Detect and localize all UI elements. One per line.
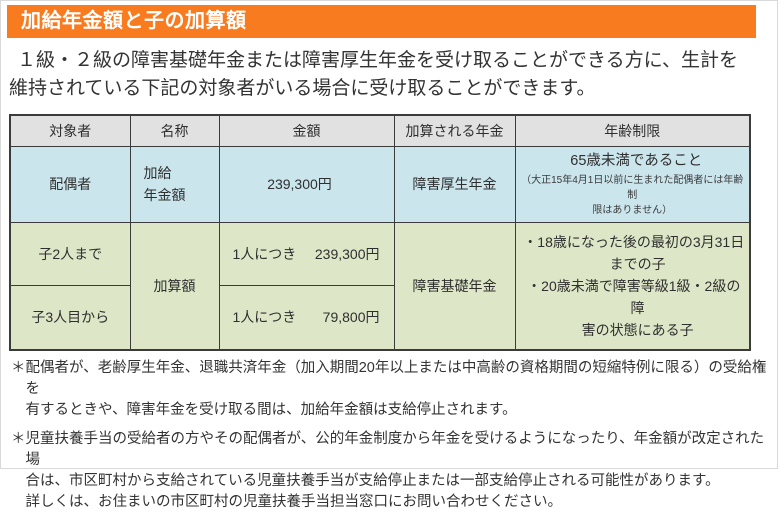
children-age-limit-bullet-1: ・18歳になった後の最初の3月31日 までの子 [523,233,745,272]
page-title: 加給年金額と子の加算額 [7,5,756,38]
footnote-child-allowance: ＊児童扶養手当の受給者の方やその配偶者が、公的年金制度から年金を受けるようになっ… [11,431,765,510]
children-amount-2: 1人につき 79,800円 [220,307,393,327]
children-name-cell: 加算額 [129,221,220,351]
spouse-target-cell: 配偶者 [9,145,131,223]
children-age-limit-cell: ・18歳になった後の最初の3月31日 までの子 ・20歳未満で障害等級1級・2級… [514,221,751,351]
pension-addition-table: 対象者 名称 金額 加算される年金 年齢制限 配偶者 加給 年金額 239,30… [9,114,751,351]
document-page: 加給年金額と子の加算額 １級・２級の障害基礎年金または障害厚生年金を受け取ること… [0,0,778,510]
table-row-children-third-onward: 子3人目から 1人につき 79,800円 [9,284,750,351]
col-header-target: 対象者 [9,114,131,147]
footnotes: ＊配偶者が、老齢厚生年金、退職共済年金（加入期間20年以上または中高齢の資格期間… [11,358,777,521]
spouse-name-cell: 加給 年金額 [129,145,220,223]
spouse-age-limit-cell: 65歳未満であること （大正15年4月1日以前に生まれた配偶者には年齢制 限はあ… [514,145,751,223]
spouse-amount-cell: 239,300円 [218,145,395,223]
intro-text: １級・２級の障害基礎年金または障害厚生年金を受け取ることができる方に、生計を 維… [9,50,739,99]
table-row-spouse: 配偶者 加給 年金額 239,300円 障害厚生年金 65歳未満であること （大… [9,145,751,223]
children-age-limit-bullet-2: ・20歳未満で障害等級1級・2級の障 害の状態にある子 [527,277,741,338]
children-amount-cell-2: 1人につき 79,800円 [218,284,395,351]
spouse-name-text: 加給 年金額 [143,165,186,203]
spouse-age-limit-note: （大正15年4月1日以前に生まれた配偶者には年齢制 限はありません） [521,174,744,216]
spouse-pension-cell: 障害厚生年金 [393,145,516,223]
children-amount-cell-1: 1人につき 239,300円 [218,221,395,286]
children-unit-label-1: 1人につき [232,245,297,262]
children-amount-value-2: 79,800円 [322,309,380,326]
children-target-cell-1: 子2人まで [9,221,131,286]
children-pension-cell: 障害基礎年金 [393,221,516,351]
children-amount-1: 1人につき 239,300円 [220,244,393,264]
col-header-age-limit: 年齢制限 [514,114,751,147]
children-target-cell-2: 子3人目から [9,284,131,351]
children-unit-label-2: 1人につき [232,309,297,326]
children-amount-value-1: 239,300円 [314,245,380,262]
table-header-row: 対象者 名称 金額 加算される年金 年齢制限 [9,114,751,147]
spouse-age-limit-main: 65歳未満であること [570,152,703,169]
table-row-children-up-to-two: 子2人まで 加算額 1人につき 239,300円 障害基礎年金 ・18歳になった… [9,221,751,351]
col-header-pension: 加算される年金 [393,114,516,147]
col-header-name: 名称 [129,114,220,147]
footnote-suspension: ＊配偶者が、老齢厚生年金、退職共済年金（加入期間20年以上または中高齢の資格期間… [11,360,767,418]
col-header-amount: 金額 [218,114,395,147]
